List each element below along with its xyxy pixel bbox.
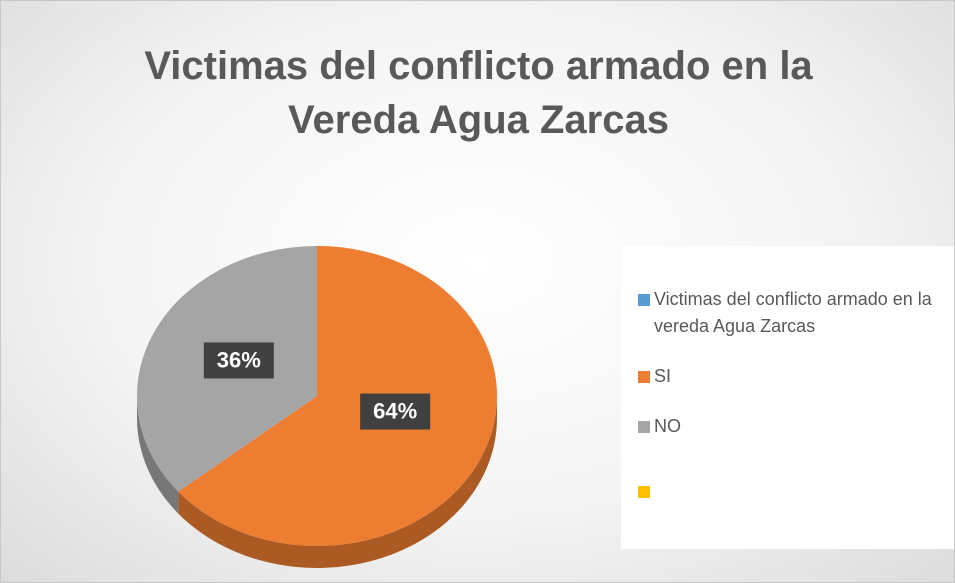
legend-swatch — [638, 371, 650, 383]
legend-swatch — [638, 421, 650, 433]
chart-title: Victimas del conflicto armado en la Vere… — [144, 44, 813, 142]
data-label-box — [360, 393, 431, 430]
pie-side — [178, 396, 497, 568]
pie-slice — [178, 246, 497, 546]
legend-swatch — [638, 486, 650, 498]
legend-entry: Victimas del conflicto armado en la vere… — [638, 286, 938, 340]
legend-entry: NO — [638, 413, 938, 440]
legend: Victimas del conflicto armado en la vere… — [621, 246, 954, 549]
legend-label: Victimas del conflicto armado en la vere… — [654, 289, 932, 336]
legend-swatch — [638, 294, 650, 306]
data-label-box — [203, 342, 274, 379]
legend-entry: SI — [638, 363, 938, 390]
legend-label: NO — [654, 416, 681, 436]
data-label: 64% — [373, 398, 417, 423]
legend-label: SI — [654, 366, 672, 386]
pie-side — [137, 396, 179, 514]
data-label: 36% — [217, 347, 261, 372]
